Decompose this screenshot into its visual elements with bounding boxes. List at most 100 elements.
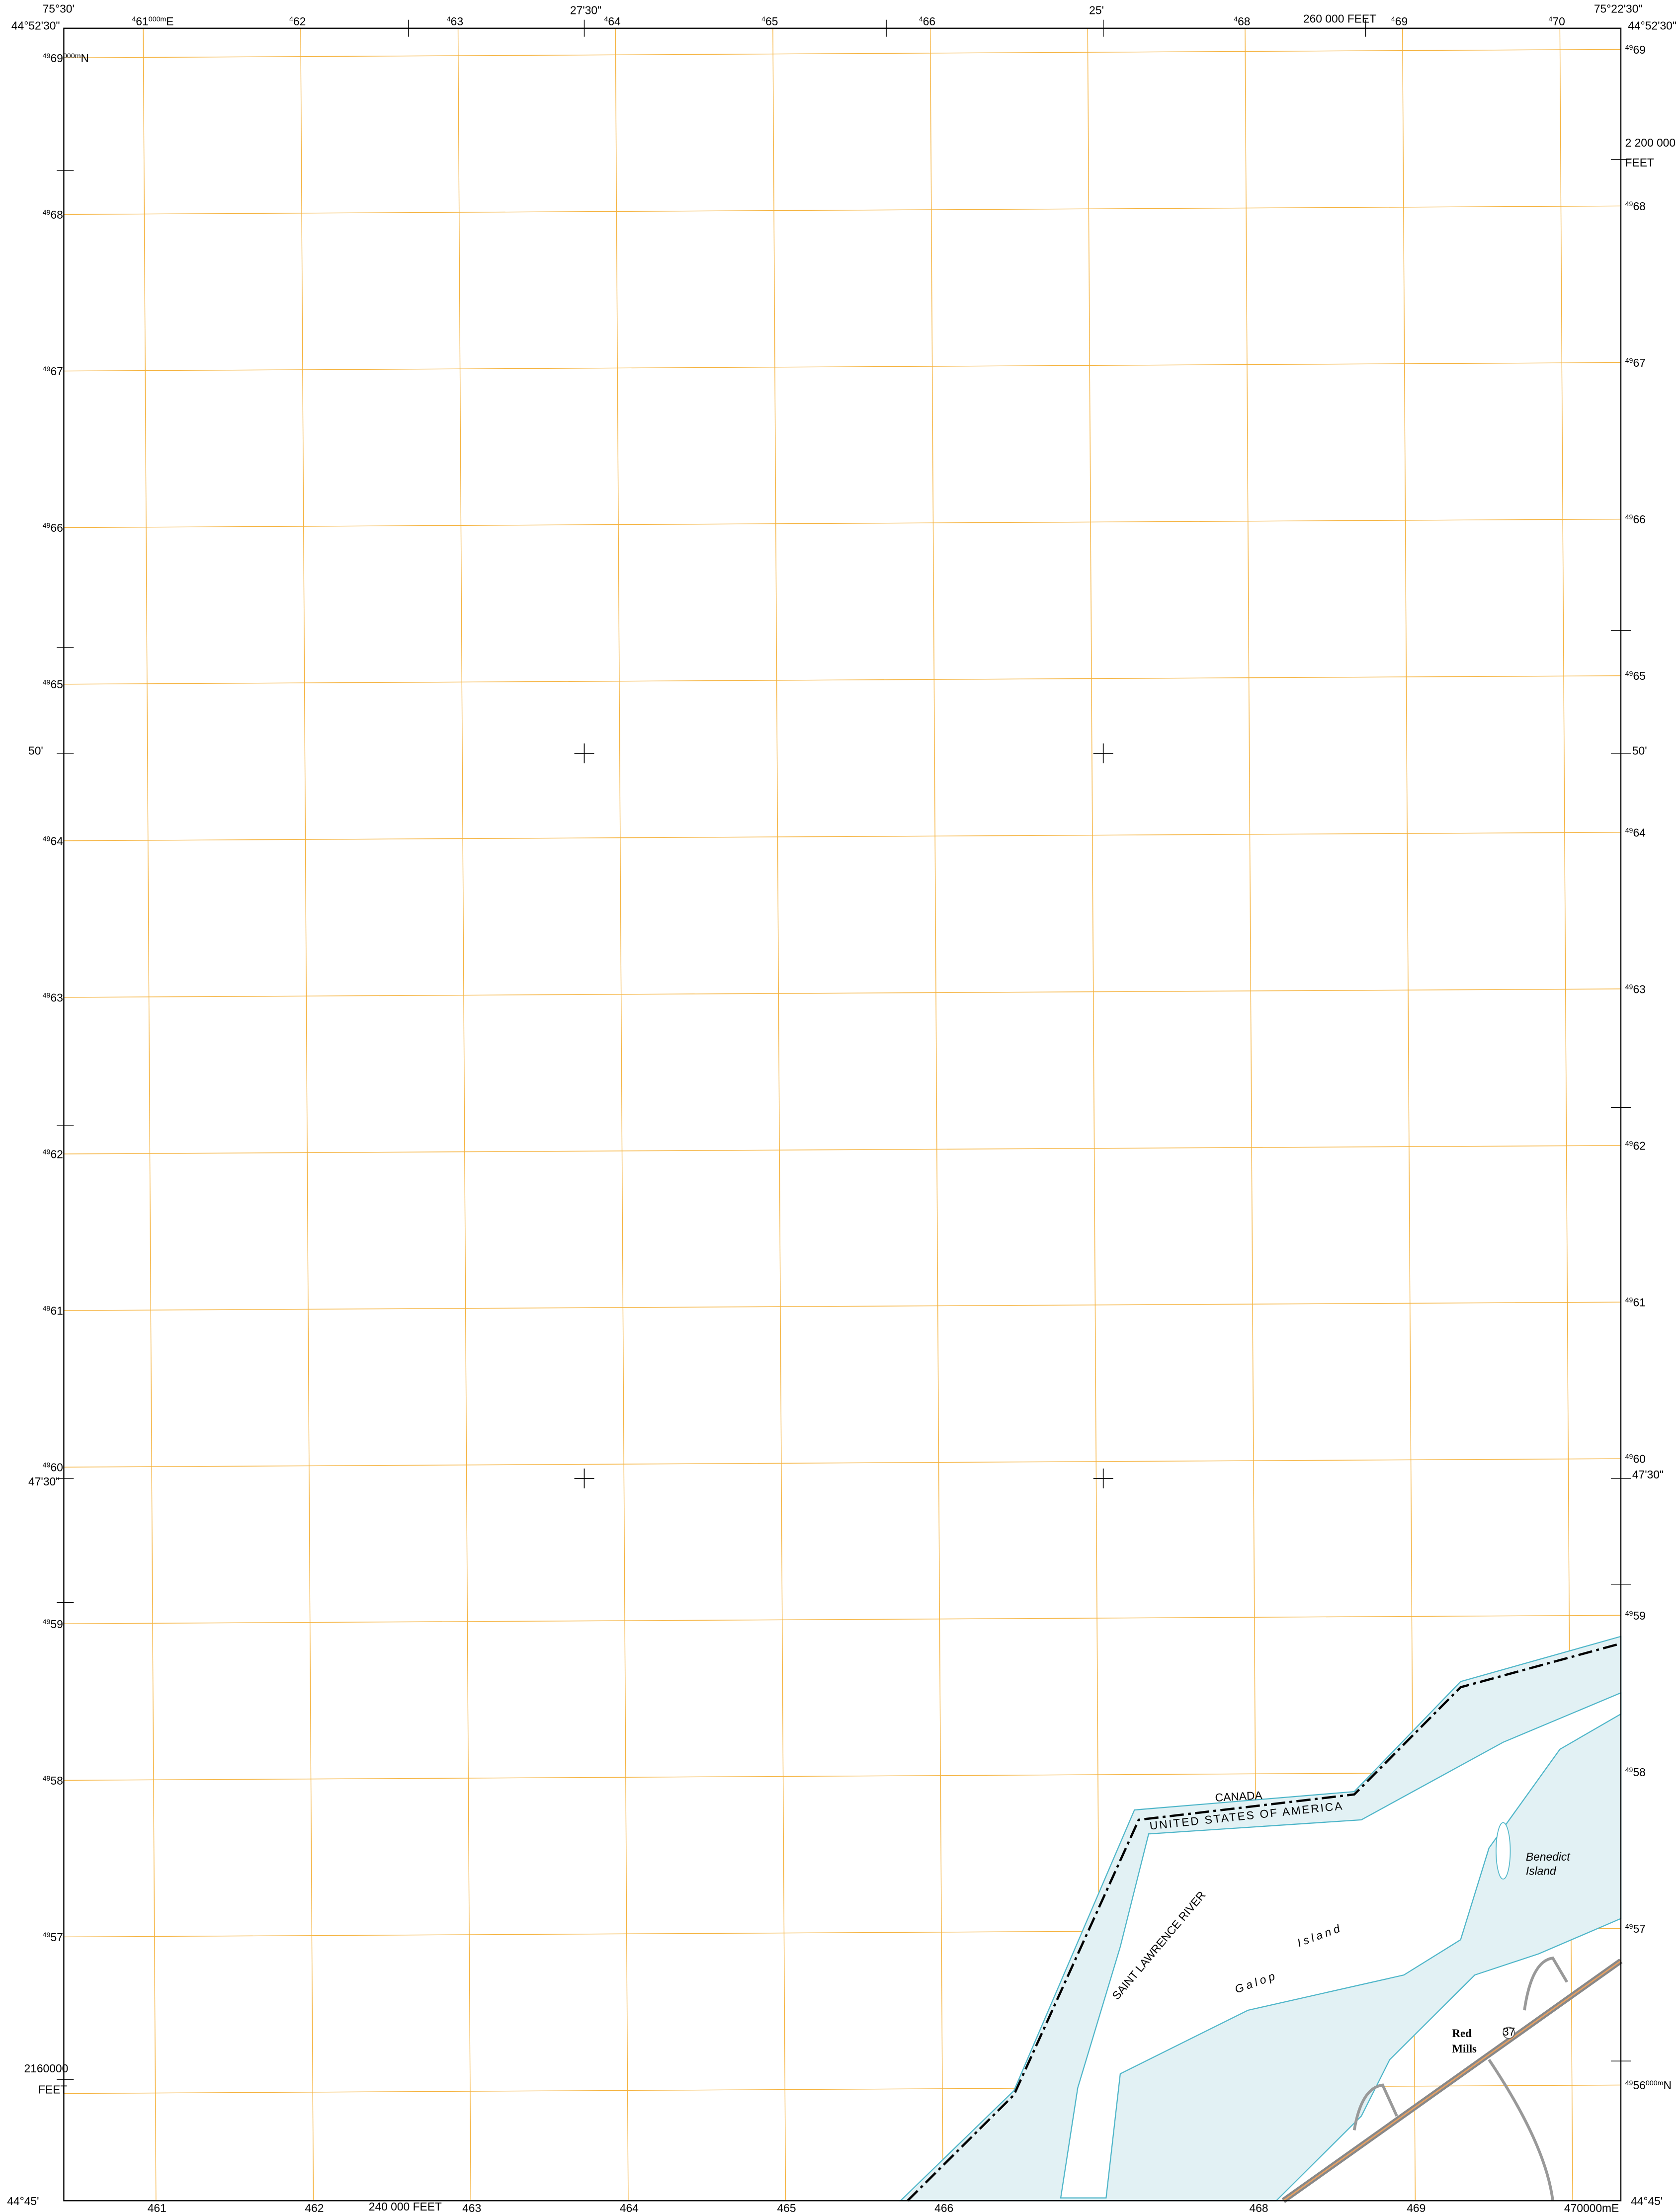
grid-northing [64,1145,1621,1154]
road-center [1283,1960,1621,2202]
grid-easting [772,28,786,2201]
grid-northing [64,49,1621,59]
grid-label-bottom: 462 [305,2202,324,2212]
corner-lon: 75°30' [43,2,75,15]
grid-label-part: 4 [289,15,293,23]
grid-label: 470 [1549,15,1565,28]
grid-label-part: 49 [1625,1297,1633,1305]
country-label: CANADA [1215,1789,1263,1804]
graticule-cross [574,1469,594,1488]
grid-label: 4960 [1625,1453,1646,1466]
grid-label-part: 4 [604,15,608,23]
grid-label-part: 57 [1633,1922,1645,1935]
corner-lat: 44°52'30" [1628,19,1677,32]
grid-label-part: 60 [50,1461,63,1474]
grid-label-part: 59 [50,1618,63,1631]
graticule-cross [574,743,594,763]
grid-label-part: 49 [1625,2079,1633,2087]
grid-label-bottom: 466 [934,2202,953,2212]
grid-label: 4966 [43,521,63,534]
grid-label: 4960 [43,1461,63,1474]
grid-label: 4967 [1625,356,1646,369]
lat-tick-label: 50' [28,744,43,757]
island-label: Benedict [1526,1850,1571,1863]
grid-label-part: 69 [50,52,63,65]
feet-label: FEET [1625,156,1654,169]
grid-label-part: 63 [50,991,63,1004]
grid-label: 4964 [43,834,63,847]
grid-label-part: 49 [1625,670,1633,678]
grid-label: 4959 [1625,1609,1646,1622]
grid-label: 4969 [1625,43,1646,56]
grid-label: 4961 [1625,1296,1646,1309]
grid-label-part: 4 [1234,15,1238,23]
grid-label: 4956000mN [1625,2079,1672,2092]
feet-label: 260 000 FEET [1303,12,1376,25]
grid-label-part: N [1663,2079,1671,2092]
grid-label-part: 49 [1625,1610,1633,1618]
grid-label-part: 69 [1395,15,1408,28]
grid-label-part: 49 [43,678,51,686]
grid-label: 4957 [43,1931,63,1944]
grid-easting [929,28,943,2201]
grid-label-part: 56 [1633,2079,1645,2092]
grid-label-part: 49 [43,991,51,999]
grid-label: 4957 [1625,1922,1646,1935]
grid-label-part: 70 [1552,15,1565,28]
grid-label-part: 49 [43,1775,51,1783]
grid-label-part: 64 [1633,826,1645,839]
grid-label-part: 49 [43,1148,51,1156]
grid-easting [615,28,629,2201]
grid-label-bottom: 469 [1407,2202,1426,2212]
corner-lat: 44°45' [7,2195,39,2208]
grid-label-part: 69 [1633,43,1645,56]
grid-northing [64,675,1621,685]
grid-northing [64,1771,1621,1781]
grid-label-part: 000m [1646,2079,1664,2087]
grid-label-bottom: 470000mE [1564,2202,1619,2212]
grid-label-part: 61 [136,15,148,28]
grid-label-part: 59 [1633,1609,1645,1622]
grid-easting [300,28,314,2201]
local-roads [1352,1956,1569,2201]
grid-label: 465 [761,15,778,28]
corner-lat: 44°45' [1631,2195,1663,2208]
town-label: Mills [1452,2043,1477,2055]
lat-tick-label: 47'30" [1632,1468,1664,1481]
grid-label-part: 49 [1625,826,1633,834]
feet-label: 2 200 000 [1625,136,1676,149]
grid-label: 4967 [43,365,63,378]
grid-label-part: 66 [923,15,935,28]
grid-label-part: 68 [1238,15,1250,28]
grid-label-part: 4 [447,15,451,23]
grid-label-part: 49 [1625,44,1633,52]
grid-northing [64,1615,1621,1624]
grid-label-part: 67 [1633,356,1645,369]
grid-label-part: 49 [43,1305,51,1313]
grid-northing [64,832,1621,841]
grid-label-part: 49 [43,1931,51,1939]
grid-label: 469 [1391,15,1408,28]
grid-label-part: 62 [50,1148,63,1161]
grid-label-part: 65 [50,678,63,691]
grid-label: 4968 [43,208,63,221]
grid-label-part: 49 [1625,513,1633,521]
neatline [63,27,1622,2202]
grid-label-part: 58 [1633,1766,1645,1779]
grid-label-part: 49 [43,835,51,843]
grid-label-part: 49 [1625,1766,1633,1774]
grid-label-part: 49 [1625,357,1633,365]
grid-label: 4963 [43,991,63,1004]
grid-label: 4958 [1625,1766,1646,1779]
grid-label-part: 000m [149,15,167,23]
grid-easting [457,28,471,2201]
grid-label-bottom: 465 [777,2202,796,2212]
grid-label-part: 4 [761,15,765,23]
grid-northing [64,1458,1621,1468]
grid-label-part: 4 [1391,15,1395,23]
grid-label: 4962 [43,1148,63,1161]
grid-label: 463 [447,15,463,28]
grid-label-part: 60 [1633,1453,1645,1466]
grid-northing [64,988,1621,998]
